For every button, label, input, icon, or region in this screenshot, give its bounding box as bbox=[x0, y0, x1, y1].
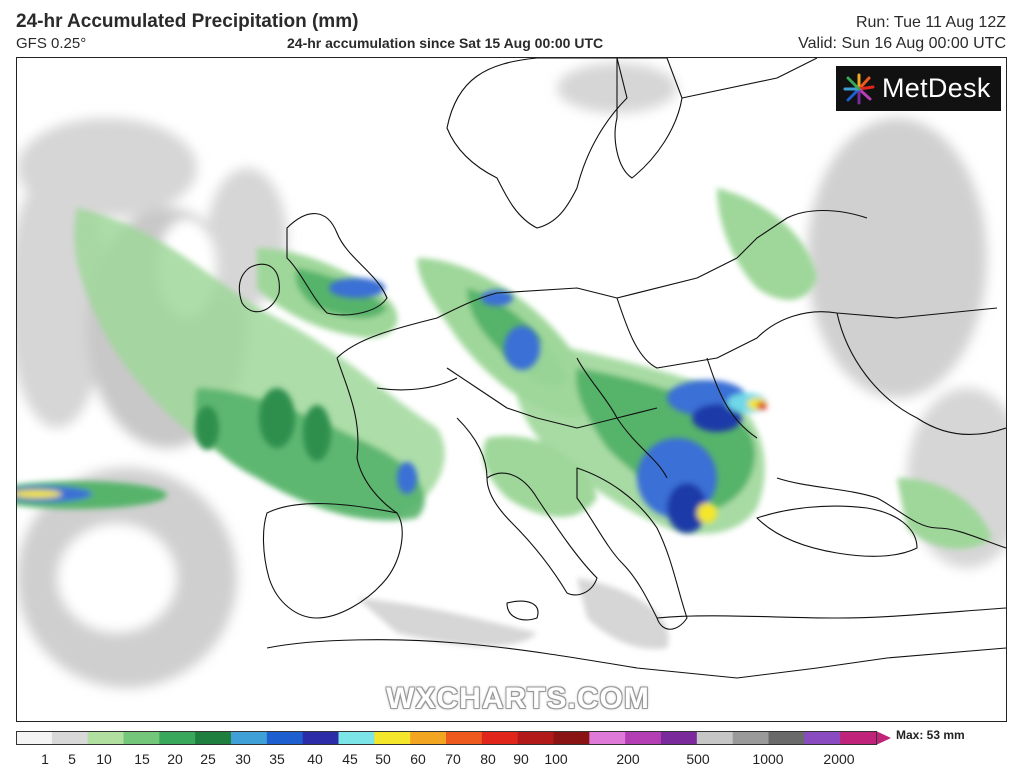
scale-segment bbox=[625, 732, 662, 744]
scale-segment bbox=[195, 732, 232, 744]
scale-tick-label: 100 bbox=[544, 751, 568, 767]
scale-segment bbox=[553, 732, 590, 744]
scale-segment bbox=[231, 732, 268, 744]
scale-segment bbox=[732, 732, 769, 744]
scale-tick-label: 90 bbox=[513, 751, 529, 767]
scale-arrow bbox=[876, 731, 891, 745]
scale-segment bbox=[840, 732, 877, 744]
scale-segment bbox=[768, 732, 805, 744]
scale-segment bbox=[123, 732, 160, 744]
map-canvas bbox=[17, 58, 1006, 688]
scale-tick-label: 80 bbox=[480, 751, 496, 767]
scale-tick-label: 30 bbox=[235, 751, 251, 767]
wxcharts-watermark: WXCHARTS.COM bbox=[386, 682, 650, 715]
scale-segment bbox=[446, 732, 483, 744]
scale-tick-label: 200 bbox=[616, 751, 640, 767]
scale-tick-label: 2000 bbox=[823, 751, 855, 767]
scale-segment bbox=[696, 732, 734, 744]
metdesk-logo-text: MetDesk bbox=[882, 73, 991, 103]
metdesk-burst-icon bbox=[843, 73, 875, 104]
scale-tick-label: 1000 bbox=[752, 751, 784, 767]
scale-tick-label: 70 bbox=[445, 751, 461, 767]
scale-segment bbox=[517, 732, 554, 744]
scale-tick-label: 40 bbox=[307, 751, 323, 767]
scale-segment bbox=[159, 732, 196, 744]
run-label: Run: Tue 11 Aug 12Z bbox=[855, 14, 1006, 31]
precipitation-color-scale bbox=[16, 731, 891, 745]
metdesk-logo: MetDesk bbox=[836, 66, 1001, 111]
scale-segment bbox=[266, 732, 304, 744]
scale-tick-label: 60 bbox=[410, 751, 426, 767]
precip-heavy-cores bbox=[195, 278, 767, 533]
scale-segment bbox=[661, 732, 698, 744]
scale-segment bbox=[302, 732, 339, 744]
accumulation-label: 24-hr accumulation since Sat 15 Aug 00:0… bbox=[287, 35, 604, 51]
scale-segment bbox=[589, 732, 626, 744]
scale-segment bbox=[87, 732, 124, 744]
scale-tick-label: 35 bbox=[269, 751, 285, 767]
scale-tick-label: 1 bbox=[41, 751, 49, 767]
coastlines-borders bbox=[238, 58, 1006, 679]
valid-label: Valid: Sun 16 Aug 00:00 UTC bbox=[798, 35, 1006, 52]
scale-segment bbox=[481, 732, 519, 744]
scale-segment bbox=[410, 732, 447, 744]
scale-tick-label: 20 bbox=[167, 751, 183, 767]
scale-tick-label: 50 bbox=[375, 751, 391, 767]
scale-tick-label: 45 bbox=[342, 751, 358, 767]
chart-title: 24-hr Accumulated Precipitation (mm) bbox=[16, 11, 359, 32]
max-precip-label: Max: 53 mm bbox=[896, 728, 965, 742]
scale-tick-label: 10 bbox=[96, 751, 112, 767]
scale-tick-label: 500 bbox=[686, 751, 710, 767]
scale-tick-label: 5 bbox=[68, 751, 76, 767]
scale-segment bbox=[374, 732, 411, 744]
model-label: GFS 0.25° bbox=[16, 35, 87, 52]
scale-segment bbox=[51, 732, 89, 744]
scale-segment bbox=[16, 732, 53, 744]
scale-tick-label: 15 bbox=[134, 751, 150, 767]
scale-tick-label: 25 bbox=[200, 751, 216, 767]
scale-segment bbox=[804, 732, 841, 744]
precipitation-map[interactable] bbox=[16, 57, 1007, 722]
atlantic-streak bbox=[17, 481, 167, 509]
scale-segment bbox=[338, 732, 375, 744]
